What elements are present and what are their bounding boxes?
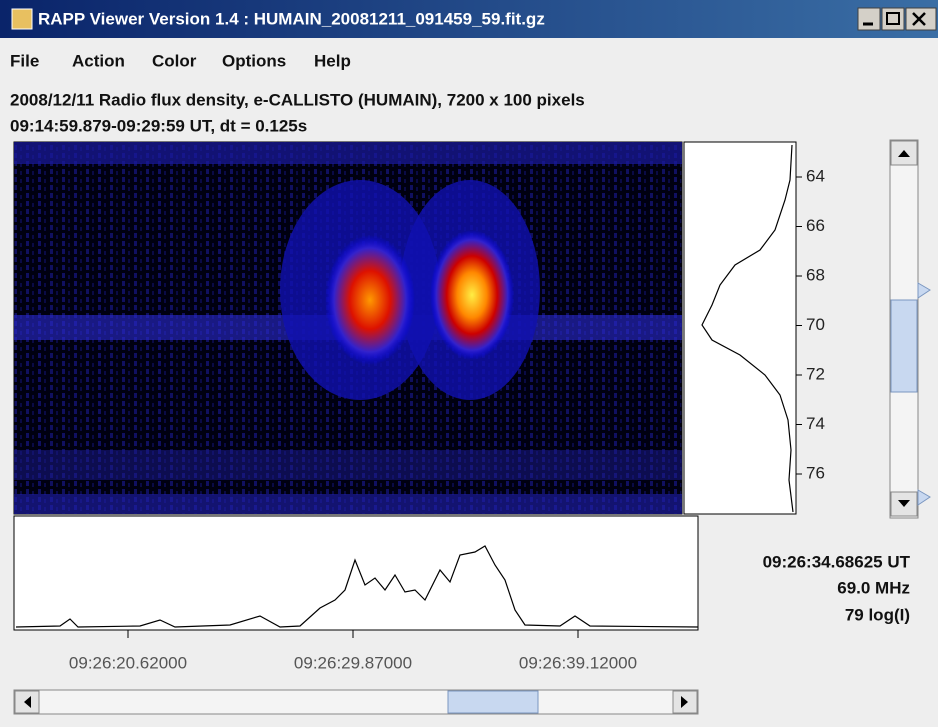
info-line: 2008/12/11 Radio flux density, e-CALLIST… <box>10 90 585 109</box>
frequency-tick-label: 70 <box>806 315 825 334</box>
horizontal-scrollbar[interactable] <box>14 690 698 714</box>
readout-frequency: 69.0 MHz <box>837 578 910 597</box>
time-tick-label: 09:26:29.87000 <box>294 653 412 672</box>
menu-item[interactable]: Action <box>72 51 125 70</box>
app-icon <box>12 9 32 29</box>
app-window: RAPP Viewer Version 1.4 : HUMAIN_2008121… <box>0 0 938 722</box>
menu-item[interactable]: File <box>10 51 39 70</box>
frequency-tick-label: 64 <box>806 166 825 185</box>
frequency-tick-label: 68 <box>806 265 825 284</box>
frequency-tick-label: 74 <box>806 414 825 433</box>
readout-intensity: 79 log(I) <box>845 605 910 624</box>
window-controls[interactable] <box>858 8 936 30</box>
light-curve-panel <box>14 516 698 630</box>
frequency-tick-label: 72 <box>806 364 825 383</box>
menu-item[interactable]: Options <box>222 51 286 70</box>
profile-panel <box>684 142 796 514</box>
spectrogram <box>14 142 682 514</box>
readout-time: 09:26:34.68625 UT <box>763 552 911 571</box>
menu-item[interactable]: Color <box>152 51 197 70</box>
window-title: RAPP Viewer Version 1.4 : HUMAIN_2008121… <box>38 9 545 28</box>
info-line: 09:14:59.879-09:29:59 UT, dt = 0.125s <box>10 116 307 135</box>
frequency-tick-label: 66 <box>806 216 825 235</box>
time-tick-label: 09:26:39.12000 <box>519 653 637 672</box>
menu-item[interactable]: Help <box>314 51 351 70</box>
frequency-tick-label: 76 <box>806 463 825 482</box>
time-tick-label: 09:26:20.62000 <box>69 653 187 672</box>
